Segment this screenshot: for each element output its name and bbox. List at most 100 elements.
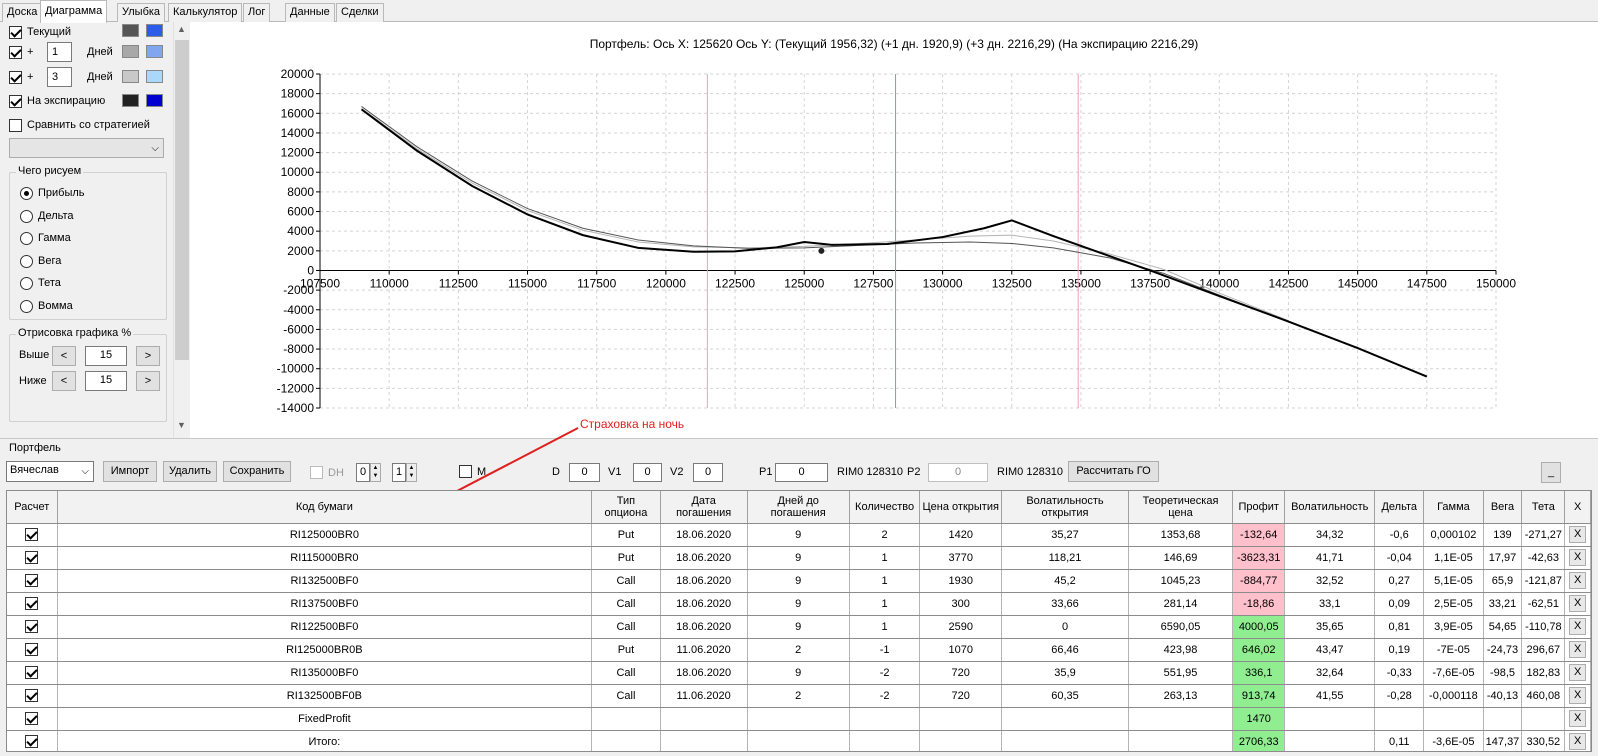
col-header-delta[interactable]: Дельта [1374,491,1425,524]
dh-spin1-input[interactable]: 0 [356,463,370,482]
dh-checkbox[interactable] [310,466,323,479]
table-row[interactable]: RI122500BF0 Call 18.06.2020 9 1 2590 0 6590,05 4… [7,615,1591,639]
calc-margin-button[interactable]: Рассчитать ГО [1068,461,1159,482]
current-checkbox[interactable] [9,25,22,39]
plus3-checkbox[interactable] [9,70,22,84]
save-button[interactable]: Сохранить [223,461,291,482]
table-row[interactable]: RI135000BF0 Call 18.06.2020 9 -2 720 35,9 551,9… [7,661,1591,685]
row-remove-button[interactable]: X [1569,664,1587,681]
radio-gamma-button[interactable] [20,231,33,245]
plus1-toggle[interactable]: + [9,43,33,61]
col-header-theo-price[interactable]: Теоретическая цена [1128,491,1234,524]
strategy-select[interactable]: ⌵ [9,138,164,158]
plus3-days-input[interactable]: 3 [47,67,72,87]
radio-delta[interactable]: Дельта [20,207,74,225]
expiry-dark-swatch[interactable] [122,94,139,107]
cell-code[interactable]: RI115000BR0 [57,546,593,570]
m-checkbox[interactable] [459,465,472,478]
import-button[interactable]: Импорт [103,461,157,482]
tab-log[interactable]: Лог [243,3,271,22]
col-header-gamma[interactable]: Гамма [1423,491,1484,524]
row-remove-button[interactable]: X [1569,710,1587,727]
below-increment-button[interactable]: > [136,371,160,391]
col-header-remove[interactable]: X [1564,491,1591,524]
cell-code[interactable]: RI125000BR0B [57,638,593,662]
table-row[interactable]: Итого: 2706,33 0,11 -3,6E-05 147,37 330,52 X [7,730,1591,751]
tab-deals[interactable]: Сделки [336,3,384,22]
col-header-open-price[interactable]: Цена открытия [919,491,1003,524]
plus3-dark-swatch[interactable] [122,70,139,83]
row-calc-checkbox[interactable] [25,551,39,564]
cell-code[interactable]: RI132500BF0B [57,684,593,708]
current-dark-swatch[interactable] [122,24,139,37]
cell-code[interactable]: RI132500BF0 [57,569,593,593]
row-calc-checkbox[interactable] [25,666,39,679]
above-increment-button[interactable]: > [136,346,160,366]
plus1-days-input[interactable]: 1 [47,42,72,62]
compare-checkbox[interactable] [9,118,22,132]
cell-code[interactable]: RI135000BF0 [57,661,593,685]
dh-spin2-arrows[interactable]: ▲ ▼ [406,463,417,482]
tab-smile[interactable]: Улыбка [117,3,166,22]
plus1-checkbox[interactable] [9,45,22,59]
table-row[interactable]: RI125000BR0B Put 11.06.2020 2 -1 1070 66,46 423… [7,638,1591,662]
cell-code[interactable]: RI122500BF0 [57,615,593,639]
plus3-toggle[interactable]: + [9,68,33,86]
row-calc-checkbox[interactable] [25,689,39,702]
row-remove-button[interactable]: X [1569,526,1587,543]
radio-gamma[interactable]: Гамма [20,229,71,247]
row-calc-checkbox[interactable] [25,712,39,725]
minimize-button[interactable]: _ [1541,462,1561,483]
row-remove-button[interactable]: X [1569,687,1587,704]
radio-theta-button[interactable] [20,276,33,290]
row-remove-button[interactable]: X [1569,572,1587,589]
tab-calculator[interactable]: Калькулятор [168,3,243,22]
row-remove-button[interactable]: X [1569,733,1587,750]
col-header-open-vol[interactable]: Волатильность открытия [1001,491,1129,524]
splitter[interactable] [0,438,1598,439]
radio-vega-button[interactable] [20,254,33,268]
row-calc-checkbox[interactable] [25,574,39,587]
radio-theta[interactable]: Тета [20,274,61,292]
row-calc-checkbox[interactable] [25,735,39,748]
row-remove-button[interactable]: X [1569,549,1587,566]
left-panel-scrollbar[interactable]: ▲ ▼ [173,22,189,438]
tab-diagram[interactable]: Диаграмма [40,0,108,23]
p1-input[interactable]: 0 [775,463,828,482]
account-select[interactable]: Вячеслав ⌵ [6,461,94,482]
above-decrement-button[interactable]: < [52,346,76,366]
current-light-swatch[interactable] [146,24,163,37]
plus1-light-swatch[interactable] [146,45,163,58]
col-header-days[interactable]: Дней до погашения [747,491,850,524]
radio-profit-button[interactable] [20,186,33,200]
expiry-checkbox[interactable] [9,94,22,108]
row-calc-checkbox[interactable] [25,528,39,541]
row-calc-checkbox[interactable] [25,620,39,633]
dh-spin1-arrows[interactable]: ▲ ▼ [370,463,381,482]
radio-vega[interactable]: Вега [20,252,61,270]
scroll-down-icon[interactable]: ▼ [177,420,186,430]
expiry-toggle[interactable]: На экспирацию [9,92,105,110]
table-row[interactable]: RI137500BF0 Call 18.06.2020 9 1 300 33,66 281,1… [7,592,1591,616]
col-header-vega[interactable]: Вега [1483,491,1523,524]
row-calc-checkbox[interactable] [25,597,39,610]
table-row[interactable]: RI132500BF0 Call 18.06.2020 9 1 1930 45,2 1045,… [7,569,1591,593]
pnl-chart[interactable]: 2000018000160001400012000100008000600040… [190,22,1598,438]
row-remove-button[interactable]: X [1569,641,1587,658]
current-toggle[interactable]: Текущий [9,23,71,41]
cell-code[interactable]: RI125000BR0 [57,523,593,547]
col-header-date[interactable]: Дата погашения [660,491,748,524]
plus3-light-swatch[interactable] [146,70,163,83]
scroll-thumb[interactable] [175,40,189,360]
row-remove-button[interactable]: X [1569,618,1587,635]
scroll-up-icon[interactable]: ▲ [177,24,186,34]
col-header-type[interactable]: Тип опциона [591,491,661,524]
cell-code[interactable]: Итого: [57,730,593,751]
tab-board[interactable]: Доска [2,3,43,22]
tab-data[interactable]: Данные [285,3,335,22]
below-decrement-button[interactable]: < [52,371,76,391]
table-row[interactable]: RI132500BF0B Call 11.06.2020 2 -2 720 60,35 263… [7,684,1591,708]
v1-input[interactable]: 0 [633,463,662,482]
radio-profit[interactable]: Прибыль [20,184,85,202]
radio-vomma[interactable]: Вомма [20,297,73,315]
